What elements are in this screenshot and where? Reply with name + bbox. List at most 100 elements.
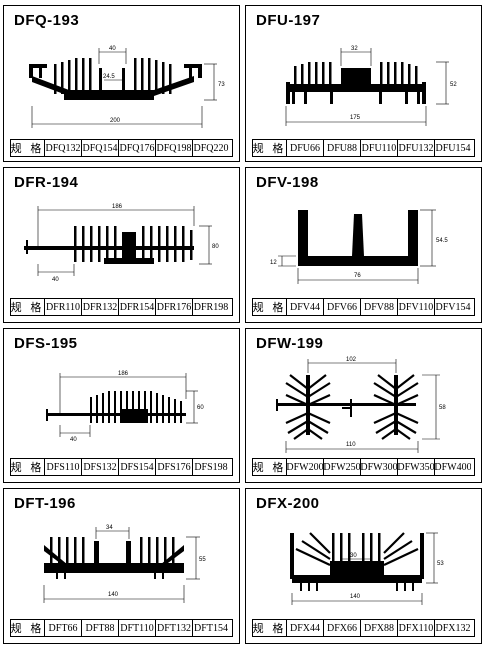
spec-label: 规 格 bbox=[11, 140, 45, 156]
dim-label: 76 bbox=[354, 273, 361, 279]
model-code: DFW300 bbox=[361, 459, 398, 475]
heatsink-profile-drawing: 40 24.5 73 200 bbox=[29, 46, 225, 128]
panel-dfq-193: DFQ-193 40 24.5 73 200 规 格 DFQ132 bbox=[3, 5, 240, 162]
model-code: DFW350 bbox=[398, 459, 435, 475]
model-code: DFV88 bbox=[361, 299, 398, 315]
dim-label: 73 bbox=[218, 82, 225, 88]
panel-title: DFR-194 bbox=[14, 174, 79, 191]
dim-label: 110 bbox=[346, 442, 356, 448]
dim-label: 140 bbox=[108, 592, 119, 598]
model-code: DFV154 bbox=[435, 301, 471, 313]
model-code: DFQ132 bbox=[45, 140, 82, 156]
spec-label: 规 格 bbox=[253, 620, 287, 636]
dim-label: 40 bbox=[52, 277, 59, 283]
dim-label: 55 bbox=[199, 557, 206, 563]
dim-label: 24.5 bbox=[103, 74, 115, 80]
model-code: DFT88 bbox=[82, 620, 119, 636]
model-code: DFV110 bbox=[398, 299, 435, 315]
model-code: DFW200 bbox=[287, 459, 324, 475]
model-code: DFR176 bbox=[156, 299, 193, 315]
model-code: DFS110 bbox=[45, 459, 82, 475]
dim-label: 52 bbox=[450, 82, 457, 88]
dim-label: 34 bbox=[106, 525, 113, 531]
dim-label: 186 bbox=[118, 371, 129, 377]
model-code: DFU66 bbox=[287, 140, 324, 156]
heatsink-profile-drawing: 186 60 40 bbox=[46, 371, 204, 443]
spec-table: 规 格 DFV44 DFV66 DFV88 DFV110 DFV154 bbox=[252, 298, 475, 316]
panel-dfu-197: DFU-197 32 52 175 规 格 DFU66 DFU88 DFU110… bbox=[245, 5, 482, 162]
spec-label: 规 格 bbox=[11, 459, 45, 475]
spec-label: 规 格 bbox=[11, 299, 45, 315]
model-code: DFX88 bbox=[361, 620, 398, 636]
model-code: DFT132 bbox=[156, 620, 193, 636]
model-code: DFQ154 bbox=[82, 140, 119, 156]
spec-table: 规 格 DFW200 DFW250 DFW300 DFW350 DFW400 bbox=[252, 458, 475, 476]
model-code: DFT66 bbox=[45, 620, 82, 636]
spec-label: 规 格 bbox=[11, 620, 45, 636]
model-code: DFQ176 bbox=[119, 140, 156, 156]
model-code: DFV66 bbox=[324, 299, 361, 315]
dim-label: 40 bbox=[70, 437, 77, 443]
model-code: DFX66 bbox=[324, 620, 361, 636]
panel-title: DFW-199 bbox=[256, 335, 324, 352]
spec-table: 规 格 DFU66 DFU88 DFU110 DFU132 DFU154 bbox=[252, 139, 475, 157]
panel-title: DFQ-193 bbox=[14, 12, 80, 29]
model-code: DFR132 bbox=[82, 299, 119, 315]
dim-label: 60 bbox=[197, 405, 204, 411]
model-code: DFU154 bbox=[435, 142, 471, 154]
spec-table: 规 格 DFX44 DFX66 DFX88 DFX110 DFX132 bbox=[252, 619, 475, 637]
dim-label: 186 bbox=[112, 204, 123, 210]
dim-label: 30 bbox=[350, 553, 357, 559]
panel-dfv-198: DFV-198 54.5 12 76 规 格 DFV44 DFV66 DFV88… bbox=[245, 167, 482, 323]
heatsink-profile-drawing: 34 55 140 bbox=[43, 525, 206, 603]
dim-label: 32 bbox=[351, 46, 358, 52]
dim-label: 140 bbox=[350, 594, 361, 600]
model-code: DFW250 bbox=[324, 459, 361, 475]
dim-label: 175 bbox=[350, 115, 361, 121]
model-code: DFX132 bbox=[435, 622, 471, 634]
heatsink-profile-drawing: 186 80 40 bbox=[24, 204, 219, 283]
spec-label: 规 格 bbox=[253, 459, 287, 475]
dim-label: 58 bbox=[439, 405, 446, 411]
panel-dfw-199: DFW-199 102 58 110 bbox=[245, 328, 482, 483]
panel-title: DFT-196 bbox=[14, 495, 76, 512]
model-code: DFU110 bbox=[361, 140, 398, 156]
panel-dfx-200: DFX-200 30 53 140 规 格 DFX44 DFX66 DFX88 bbox=[245, 488, 482, 644]
spec-label: 规 格 bbox=[253, 299, 287, 315]
dim-label: 53 bbox=[437, 561, 444, 567]
panel-dfr-194: DFR-194 186 80 40 规 格 DFR110 DFR132 DFR1… bbox=[3, 167, 240, 323]
model-code: DFR110 bbox=[45, 299, 82, 315]
model-code: DFV44 bbox=[287, 299, 324, 315]
model-code: DFR198 bbox=[193, 301, 229, 313]
dim-label: 80 bbox=[212, 244, 219, 250]
dim-label: 102 bbox=[346, 357, 357, 363]
model-code: DFS176 bbox=[156, 459, 193, 475]
model-code: DFX44 bbox=[287, 620, 324, 636]
model-code: DFT154 bbox=[194, 622, 228, 634]
dim-label: 12 bbox=[270, 260, 277, 266]
spec-table: 规 格 DFS110 DFS132 DFS154 DFS176 DFS198 bbox=[10, 458, 233, 476]
model-code: DFS154 bbox=[119, 459, 156, 475]
spec-table: 规 格 DFR110 DFR132 DFR154 DFR176 DFR198 bbox=[10, 298, 233, 316]
panel-dft-196: DFT-196 34 55 140 规 格 DFT66 DFT88 DFT110… bbox=[3, 488, 240, 644]
panel-dfs-195: DFS-195 186 60 40 规 格 DFS110 DFS132 DFS1… bbox=[3, 328, 240, 483]
dim-label: 54.5 bbox=[436, 238, 448, 244]
panel-title: DFU-197 bbox=[256, 12, 321, 29]
spec-label: 规 格 bbox=[253, 140, 287, 156]
panel-title: DFX-200 bbox=[256, 495, 320, 512]
model-code: DFQ198 bbox=[156, 140, 193, 156]
model-code: DFS132 bbox=[82, 459, 119, 475]
model-code: DFW400 bbox=[435, 461, 471, 473]
dim-label: 40 bbox=[109, 46, 116, 52]
heatsink-profile-drawing: 32 52 175 bbox=[285, 46, 457, 126]
model-code: DFQ220 bbox=[193, 142, 229, 154]
model-code: DFS198 bbox=[194, 461, 228, 473]
heatsink-profile-drawing: 30 53 140 bbox=[290, 532, 444, 605]
spec-table: 规 格 DFT66 DFT88 DFT110 DFT132 DFT154 bbox=[10, 619, 233, 637]
dim-label: 200 bbox=[110, 118, 121, 124]
heatsink-profile-drawing: 54.5 12 76 bbox=[270, 209, 448, 284]
model-code: DFT110 bbox=[119, 620, 156, 636]
model-code: DFU88 bbox=[324, 140, 361, 156]
panel-title: DFS-195 bbox=[14, 335, 78, 352]
spec-table: 规 格 DFQ132 DFQ154 DFQ176 DFQ198 DFQ220 bbox=[10, 139, 233, 157]
